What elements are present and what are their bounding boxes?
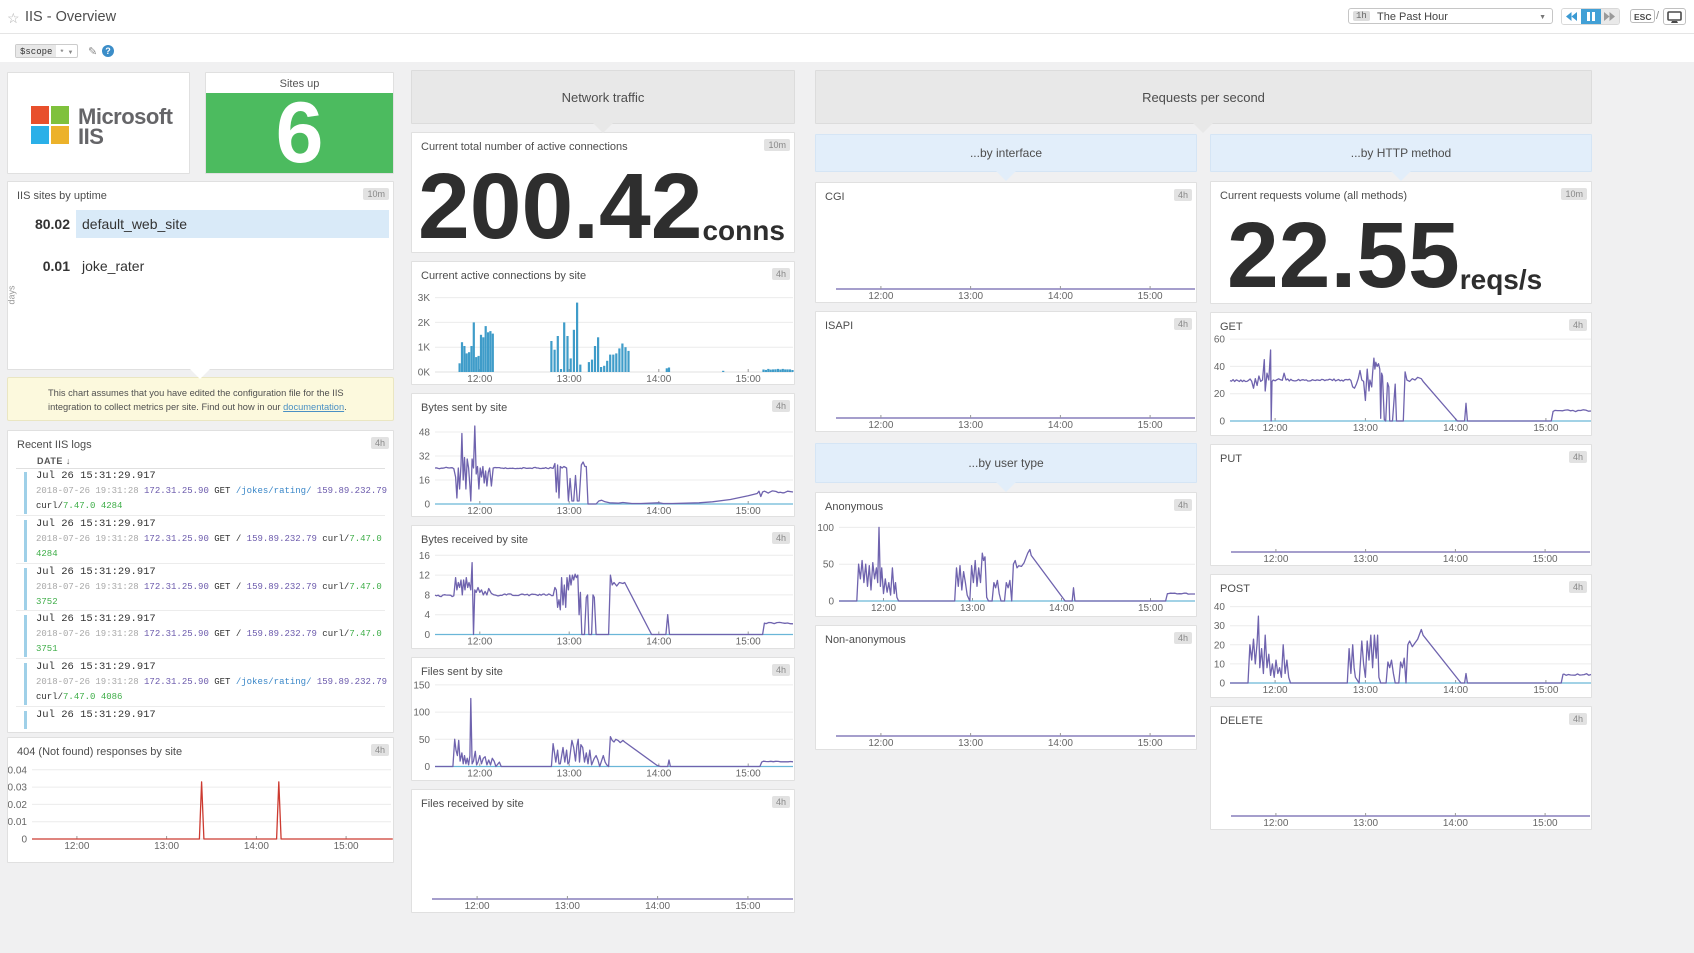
svg-text:0.02: 0.02	[8, 800, 27, 811]
svg-text:15:00: 15:00	[1533, 685, 1558, 696]
svg-text:40: 40	[1214, 602, 1226, 613]
svg-text:12:00: 12:00	[1263, 818, 1288, 829]
svg-text:13:00: 13:00	[960, 603, 985, 614]
svg-text:13:00: 13:00	[557, 506, 582, 517]
svg-text:50: 50	[419, 735, 431, 746]
svg-text:32: 32	[419, 452, 431, 463]
svg-text:13:00: 13:00	[1353, 554, 1378, 565]
svg-text:12:00: 12:00	[1263, 554, 1288, 565]
svg-text:13:00: 13:00	[1353, 685, 1378, 696]
svg-text:15:00: 15:00	[1533, 423, 1558, 434]
svg-text:12:00: 12:00	[467, 506, 492, 517]
svg-text:13:00: 13:00	[958, 738, 983, 749]
svg-text:12:00: 12:00	[467, 769, 492, 780]
svg-text:0.03: 0.03	[8, 783, 27, 794]
svg-text:0: 0	[828, 597, 834, 608]
svg-text:60: 60	[1214, 335, 1226, 346]
svg-text:14:00: 14:00	[1443, 423, 1468, 434]
svg-text:30: 30	[1214, 621, 1226, 632]
svg-text:12:00: 12:00	[868, 738, 893, 749]
svg-text:48: 48	[419, 428, 431, 439]
svg-text:150: 150	[413, 680, 430, 691]
svg-text:14:00: 14:00	[1048, 291, 1073, 302]
svg-text:14:00: 14:00	[1443, 818, 1468, 829]
svg-text:12:00: 12:00	[1263, 685, 1288, 696]
svg-text:13:00: 13:00	[958, 291, 983, 302]
svg-text:20: 20	[1214, 389, 1226, 400]
svg-text:12:00: 12:00	[465, 901, 490, 912]
svg-text:14:00: 14:00	[1443, 685, 1468, 696]
svg-text:12: 12	[419, 571, 431, 582]
svg-text:0: 0	[1219, 679, 1225, 690]
svg-text:100: 100	[817, 523, 834, 534]
svg-text:0.04: 0.04	[8, 765, 27, 776]
svg-text:15:00: 15:00	[736, 769, 761, 780]
svg-text:13:00: 13:00	[557, 769, 582, 780]
svg-text:16: 16	[419, 551, 431, 562]
svg-text:14:00: 14:00	[645, 901, 670, 912]
svg-text:14:00: 14:00	[646, 637, 671, 648]
svg-text:8: 8	[424, 590, 430, 601]
svg-text:0: 0	[1219, 417, 1225, 428]
svg-text:13:00: 13:00	[1353, 818, 1378, 829]
svg-text:12:00: 12:00	[467, 637, 492, 648]
svg-text:15:00: 15:00	[1138, 420, 1163, 431]
svg-text:15:00: 15:00	[1138, 738, 1163, 749]
svg-text:15:00: 15:00	[736, 374, 761, 385]
svg-text:15:00: 15:00	[736, 637, 761, 648]
svg-text:0.01: 0.01	[8, 817, 27, 828]
svg-text:12:00: 12:00	[868, 420, 893, 431]
svg-text:15:00: 15:00	[1138, 291, 1163, 302]
svg-text:15:00: 15:00	[1533, 554, 1558, 565]
svg-text:1K: 1K	[418, 343, 431, 354]
svg-text:13:00: 13:00	[154, 841, 179, 852]
svg-text:14:00: 14:00	[646, 506, 671, 517]
svg-text:0: 0	[424, 762, 430, 773]
svg-text:12:00: 12:00	[1263, 423, 1288, 434]
svg-text:4: 4	[424, 610, 430, 621]
svg-text:40: 40	[1214, 362, 1226, 373]
svg-text:12:00: 12:00	[871, 603, 896, 614]
svg-text:15:00: 15:00	[334, 841, 359, 852]
svg-text:13:00: 13:00	[557, 374, 582, 385]
svg-text:14:00: 14:00	[1048, 420, 1073, 431]
svg-text:15:00: 15:00	[1533, 818, 1558, 829]
svg-text:10: 10	[1214, 659, 1226, 670]
svg-text:16: 16	[419, 476, 431, 487]
svg-text:15:00: 15:00	[736, 506, 761, 517]
svg-text:3K: 3K	[418, 293, 431, 304]
svg-text:0: 0	[424, 500, 430, 511]
svg-text:0: 0	[21, 835, 27, 846]
svg-text:50: 50	[823, 560, 835, 571]
svg-text:12:00: 12:00	[64, 841, 89, 852]
svg-text:15:00: 15:00	[735, 901, 760, 912]
svg-text:14:00: 14:00	[1048, 738, 1073, 749]
svg-text:13:00: 13:00	[1353, 423, 1378, 434]
svg-text:2K: 2K	[418, 318, 431, 329]
svg-text:0: 0	[424, 630, 430, 641]
svg-text:14:00: 14:00	[1049, 603, 1074, 614]
svg-text:12:00: 12:00	[467, 374, 492, 385]
svg-text:13:00: 13:00	[557, 637, 582, 648]
svg-text:20: 20	[1214, 640, 1226, 651]
svg-text:14:00: 14:00	[646, 374, 671, 385]
svg-text:14:00: 14:00	[244, 841, 269, 852]
svg-text:15:00: 15:00	[1138, 603, 1163, 614]
svg-text:13:00: 13:00	[555, 901, 580, 912]
svg-text:100: 100	[413, 708, 430, 719]
svg-text:13:00: 13:00	[958, 420, 983, 431]
svg-text:12:00: 12:00	[868, 291, 893, 302]
svg-text:14:00: 14:00	[1443, 554, 1468, 565]
svg-text:0K: 0K	[418, 368, 431, 379]
svg-text:14:00: 14:00	[646, 769, 671, 780]
